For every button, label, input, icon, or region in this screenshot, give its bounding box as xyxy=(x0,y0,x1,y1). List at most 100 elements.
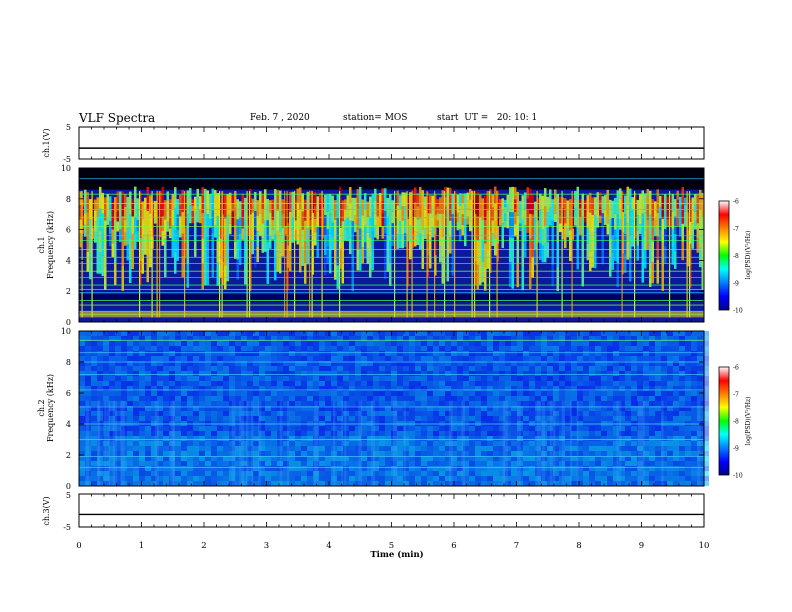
spec2-cell xyxy=(157,441,163,446)
spec2-cell xyxy=(697,426,703,431)
spec2-cell xyxy=(391,451,397,456)
spec2-cell xyxy=(343,346,349,351)
spec2-cell xyxy=(199,341,205,346)
spec1-cell xyxy=(684,197,687,205)
spec1-streak xyxy=(536,191,538,318)
spec2-cell xyxy=(235,371,241,376)
spec2-cell xyxy=(121,451,127,456)
spec1-cell xyxy=(506,194,509,204)
spec2-cell xyxy=(577,356,583,361)
spec2-cell xyxy=(283,421,289,426)
spec2-cell xyxy=(703,341,709,346)
spec2-cell xyxy=(397,466,403,471)
spec2-cell xyxy=(211,341,217,346)
spec2-cell xyxy=(457,331,463,336)
spec1-cell xyxy=(394,201,397,214)
spec2-cell xyxy=(163,446,169,451)
spec2-cell xyxy=(457,341,463,346)
spec1-cell xyxy=(514,224,517,237)
spec2-cell xyxy=(187,481,193,486)
spec2-cell xyxy=(661,481,667,486)
spec2-cell xyxy=(121,341,127,346)
spec2-cell xyxy=(637,371,643,376)
spec1-cell xyxy=(209,210,212,220)
spec1-cell xyxy=(284,226,287,235)
spec2-cell xyxy=(337,431,343,436)
spec2-cell xyxy=(139,416,145,421)
spec1-cell xyxy=(591,197,594,216)
spec2-cell xyxy=(343,361,349,366)
spec2-cell xyxy=(313,441,319,446)
spec2-cell xyxy=(625,481,631,486)
spec1-cell xyxy=(181,190,184,212)
spec2-cell xyxy=(289,476,295,481)
spec2-cell xyxy=(85,426,91,431)
spec1-cell xyxy=(306,209,309,229)
spec1-cell xyxy=(251,198,254,213)
spec2-cell xyxy=(511,401,517,406)
spec1-cell xyxy=(574,217,577,226)
spec2-cell xyxy=(553,381,559,386)
spec1-cell xyxy=(499,205,502,213)
spec2-cell xyxy=(211,366,217,371)
spec2-cell xyxy=(319,381,325,386)
spec1-cell xyxy=(231,211,234,220)
spec2-cell xyxy=(295,381,301,386)
spec1-cell xyxy=(491,207,494,221)
spec1-cell xyxy=(461,203,464,215)
spec2-cell xyxy=(349,376,355,381)
spec2-cell xyxy=(349,381,355,386)
spec2-cell xyxy=(151,461,157,466)
spec2-cell xyxy=(571,456,577,461)
spec2-cell xyxy=(667,371,673,376)
spec2-cell xyxy=(217,341,223,346)
spec2-cell xyxy=(547,351,553,356)
spec2-cell xyxy=(223,336,229,341)
spec1-cell xyxy=(269,212,272,225)
spec2-cell xyxy=(397,366,403,371)
spec2-streak xyxy=(239,400,243,486)
spec1-cell xyxy=(151,200,154,213)
spec2-cell xyxy=(247,401,253,406)
spec2-cell xyxy=(229,331,235,336)
spec1-cell xyxy=(581,193,584,217)
spec1-cell xyxy=(239,233,242,250)
spec2-cell xyxy=(697,416,703,421)
spec2-cell xyxy=(271,461,277,466)
spec2-cell xyxy=(307,471,313,476)
spec2-cell xyxy=(85,436,91,441)
spec1-cell xyxy=(631,209,634,222)
spec2-cell xyxy=(493,456,499,461)
spec2-cell xyxy=(439,386,445,391)
spec2-cell xyxy=(109,416,115,421)
spec2-cell xyxy=(127,421,133,426)
spec1-cell xyxy=(191,205,194,212)
spec2-cell xyxy=(127,396,133,401)
spec2-cell xyxy=(541,356,547,361)
spec2-cell xyxy=(157,371,163,376)
spec2-cell xyxy=(403,376,409,381)
spec2-cell xyxy=(427,396,433,401)
spec2-cell xyxy=(103,436,109,441)
spec2-cell xyxy=(355,376,361,381)
spec2-cell xyxy=(265,366,271,371)
spec2-cell xyxy=(463,361,469,366)
spec2-cell xyxy=(463,341,469,346)
spec2-cell xyxy=(349,461,355,466)
spec2-cell xyxy=(289,351,295,356)
spec2-cell xyxy=(589,396,595,401)
spec2-cell xyxy=(451,336,457,341)
spec1-cell xyxy=(434,194,437,215)
spec2-cell xyxy=(559,426,565,431)
spec2-cell xyxy=(409,356,415,361)
spec2-cell xyxy=(379,426,385,431)
spec1-cell xyxy=(474,190,477,214)
spec1-cell xyxy=(311,192,314,213)
spec2-cell xyxy=(367,376,373,381)
spec2-cell xyxy=(517,466,523,471)
spec2-cell xyxy=(181,451,187,456)
spec1-cell xyxy=(311,254,314,275)
spec2-cell xyxy=(601,456,607,461)
spec1-cell xyxy=(664,229,667,247)
spec2-cell xyxy=(295,351,301,356)
